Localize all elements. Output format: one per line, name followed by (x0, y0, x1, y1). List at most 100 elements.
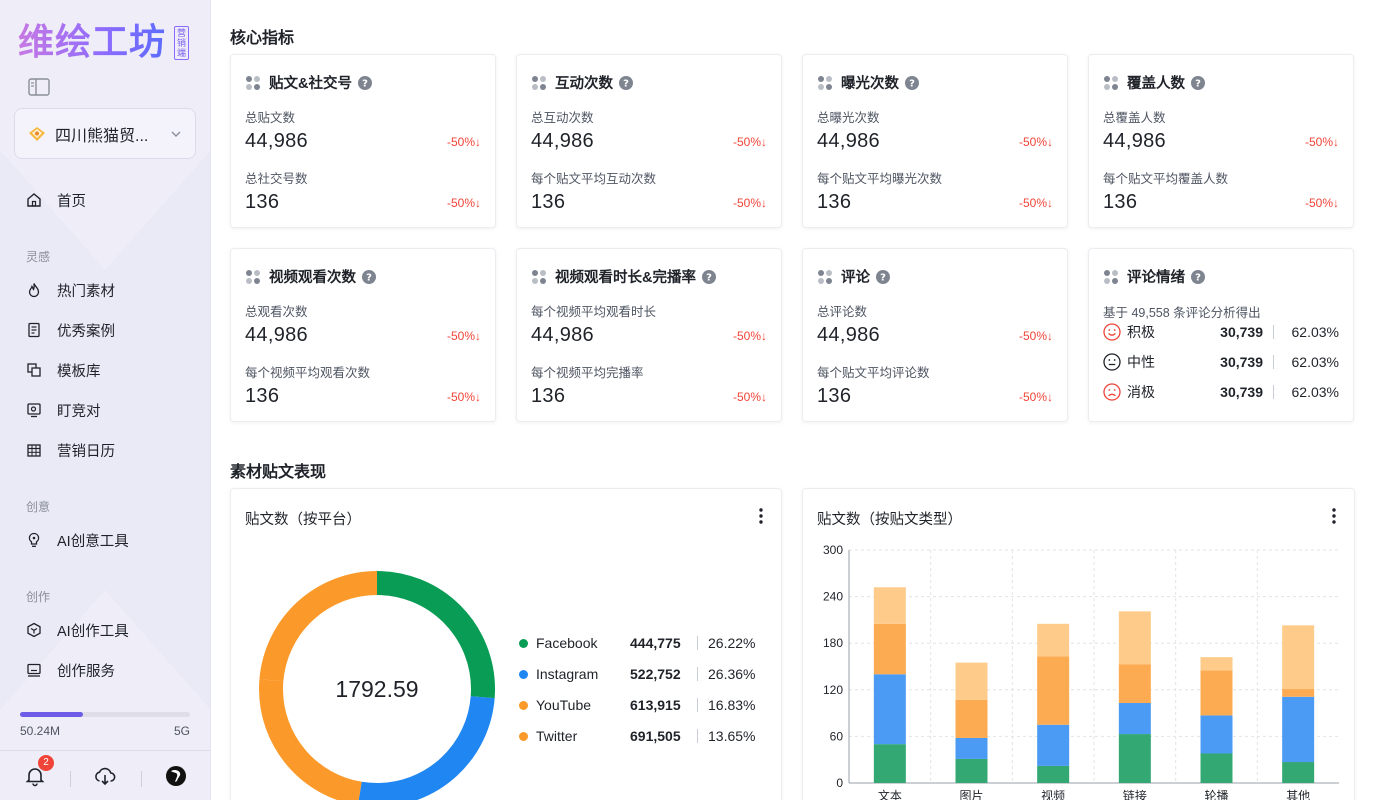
company-selector[interactable]: 四川熊猫贸... (14, 108, 196, 159)
y-tick-label: 180 (823, 636, 843, 650)
divider (1273, 385, 1274, 399)
user-avatar-button[interactable] (140, 765, 210, 787)
nav-item-label: 模板库 (57, 363, 101, 380)
help-icon[interactable]: ? (357, 75, 372, 90)
notifications-button[interactable]: 2 (0, 754, 70, 787)
primary-metric: 每个视频平均观看时长 44,986 -50%↓ (531, 301, 767, 347)
x-tick-label: 视频 (1041, 788, 1065, 800)
legend-dot (519, 700, 528, 710)
bar-segment[interactable] (1282, 762, 1315, 783)
x-tick-label: 轮播 (1204, 789, 1228, 800)
help-icon[interactable]: ? (619, 75, 633, 90)
help-icon[interactable]: ? (1191, 269, 1205, 284)
bar-segment[interactable] (1118, 664, 1151, 704)
more-vertical-icon[interactable] (759, 507, 763, 525)
y-tick-label: 240 (823, 590, 843, 604)
bar-segment[interactable] (955, 662, 988, 700)
card-title: 视频观看次数 (269, 270, 356, 286)
y-tick-label: 0 (836, 776, 843, 790)
card-title: 评论情绪 (1127, 270, 1185, 286)
bar-segment[interactable] (873, 674, 906, 745)
bar-segment[interactable] (1037, 765, 1070, 783)
sentiment-percent: 62.03% (1291, 384, 1339, 400)
sidebar-collapse-icon[interactable] (28, 78, 50, 96)
svg-text:?: ? (1195, 78, 1201, 89)
metric-value: 136 (817, 191, 852, 213)
sentiment-count: 30,739 (1220, 384, 1263, 400)
donut-slice-youtube[interactable] (259, 571, 495, 800)
nav-item-cases[interactable]: 优秀案例 (26, 319, 115, 341)
bar-segment[interactable] (955, 737, 988, 759)
bar-segment[interactable] (1037, 656, 1070, 725)
metric-label: 每个视频平均观看时长 (531, 305, 657, 319)
metric-label: 总观看次数 (245, 305, 308, 319)
help-icon[interactable]: ? (701, 269, 716, 284)
logo[interactable]: 维绘工坊 营销端 (18, 22, 190, 62)
bar-segment[interactable] (1200, 753, 1233, 783)
more-vertical-icon[interactable] (1332, 507, 1336, 525)
bar-segment[interactable] (1200, 670, 1233, 716)
donut-chart: 1792.59 (259, 571, 495, 800)
bar-segment[interactable] (873, 587, 906, 624)
bar-segment[interactable] (1200, 715, 1233, 754)
bar-segment[interactable] (1037, 623, 1070, 657)
metric-value: 44,986 (817, 130, 880, 152)
storage-used: 50.24M (20, 724, 61, 738)
card-title: 视频观看时长&完播率 (555, 270, 696, 286)
bar-segment[interactable] (1118, 703, 1151, 735)
nav-item-calendar[interactable]: 营销日历 (26, 439, 115, 461)
legend-percent: 16.83% (708, 697, 756, 713)
bar-segment[interactable] (873, 744, 906, 783)
help-icon[interactable]: ? (876, 269, 890, 284)
bar-segment[interactable] (955, 699, 988, 738)
help-icon[interactable]: ? (362, 269, 376, 284)
divider (697, 667, 698, 681)
donut-slice-instagram[interactable] (259, 571, 495, 800)
nav-item-hot-materials[interactable]: 热门素材 (26, 279, 115, 301)
bar-segment[interactable] (955, 758, 988, 783)
bar-segment[interactable] (1118, 611, 1151, 665)
cloud-download-icon (95, 767, 116, 785)
bar-segment[interactable] (1200, 657, 1233, 671)
metric-dots-icon (818, 75, 832, 90)
nav-item-label: 营销日历 (57, 443, 115, 460)
metric-change: -50%↓ (732, 196, 767, 210)
nav-item-competitors[interactable]: 盯竞对 (26, 399, 101, 421)
legend-name: Facebook (536, 635, 598, 651)
nav-item-creation-service[interactable]: 创作服务 (26, 659, 115, 681)
sentiment-row-neutral: 中性 30,739 62.03% (1103, 351, 1339, 373)
nav-item-templates[interactable]: 模板库 (26, 359, 101, 381)
metric-value: 44,986 (1103, 130, 1166, 152)
storage-usage: 50.24M 5G (20, 712, 190, 738)
bar-segment[interactable] (1282, 689, 1315, 697)
help-icon[interactable]: ? (905, 75, 919, 90)
bar-segment[interactable] (1037, 724, 1070, 766)
legend-item-youtube[interactable]: YouTube 613,915 16.83% (519, 695, 755, 715)
bar-segment[interactable] (1282, 696, 1315, 763)
donut-slice-twitter[interactable] (259, 571, 495, 800)
card-title: 覆盖人数 (1127, 76, 1185, 92)
download-button[interactable] (70, 765, 140, 787)
home-icon (27, 193, 41, 207)
help-icon[interactable]: ? (1191, 75, 1205, 90)
primary-metric: 总观看次数 44,986 -50%↓ (245, 301, 481, 347)
metric-change: -50%↓ (446, 135, 481, 149)
nav-item-home[interactable]: 首页 (26, 189, 86, 211)
metric-card: 评论 ? 总评论数 44,986 -50%↓ 每个贴文平均评论数 136 -50… (802, 248, 1068, 422)
nav-item-ai-creation[interactable]: AI创作工具 (26, 619, 129, 641)
nav-group-creation: 创作 (26, 590, 51, 604)
bar-segment[interactable] (873, 623, 906, 675)
legend-value: 522,752 (630, 666, 681, 682)
nav-item-label: 优秀案例 (57, 323, 115, 340)
smile-icon (1103, 323, 1121, 341)
metric-value: 44,986 (245, 324, 308, 346)
legend-item-instagram[interactable]: Instagram 522,752 26.36% (519, 664, 755, 684)
section-title-material-performance: 素材贴文表现 (230, 464, 327, 481)
bar-segment[interactable] (1282, 625, 1315, 690)
bar-segment[interactable] (1118, 734, 1151, 783)
svg-text:?: ? (706, 272, 712, 283)
legend-item-twitter[interactable]: Twitter 691,505 13.65% (519, 726, 755, 746)
legend-item-facebook[interactable]: Facebook 444,775 26.22% (519, 633, 755, 653)
nav-item-ai-creative[interactable]: AI创意工具 (26, 529, 129, 551)
metric-dots-icon (1104, 269, 1118, 284)
